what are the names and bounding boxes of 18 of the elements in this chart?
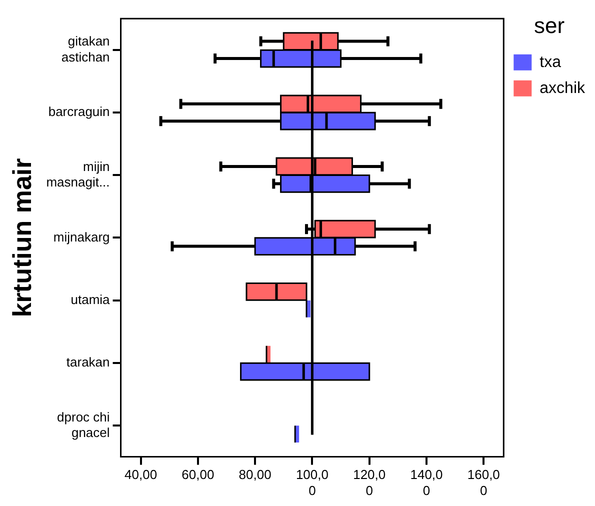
x-tick-label: 60,00: [182, 467, 214, 482]
y-tick-label: mijin masnagit...: [46, 158, 110, 190]
y-axis-title: krtutiun mair: [6, 158, 37, 318]
legend-label: axchik: [540, 80, 586, 97]
x-tick-label: 120,00: [353, 467, 386, 498]
legend-title: ser: [534, 13, 565, 38]
y-tick-label: barcraguin: [48, 104, 110, 120]
y-tick-label: mijnakarg: [53, 229, 110, 244]
x-tick-label: 100,00: [296, 467, 328, 498]
y-tick-label: dproc chi gnacel: [57, 409, 110, 440]
y-tick-label: utamia: [70, 292, 111, 307]
x-tick-label: 40,00: [124, 467, 158, 482]
y-tick-label: tarakan: [66, 354, 110, 370]
x-tick-label: 140,00: [410, 467, 443, 498]
x-tick-label: 80,00: [238, 467, 272, 482]
y-tick-label: gitakan astichan: [61, 34, 110, 64]
legend-label: txa: [540, 54, 562, 71]
x-tick-label: 160,00: [467, 467, 500, 498]
